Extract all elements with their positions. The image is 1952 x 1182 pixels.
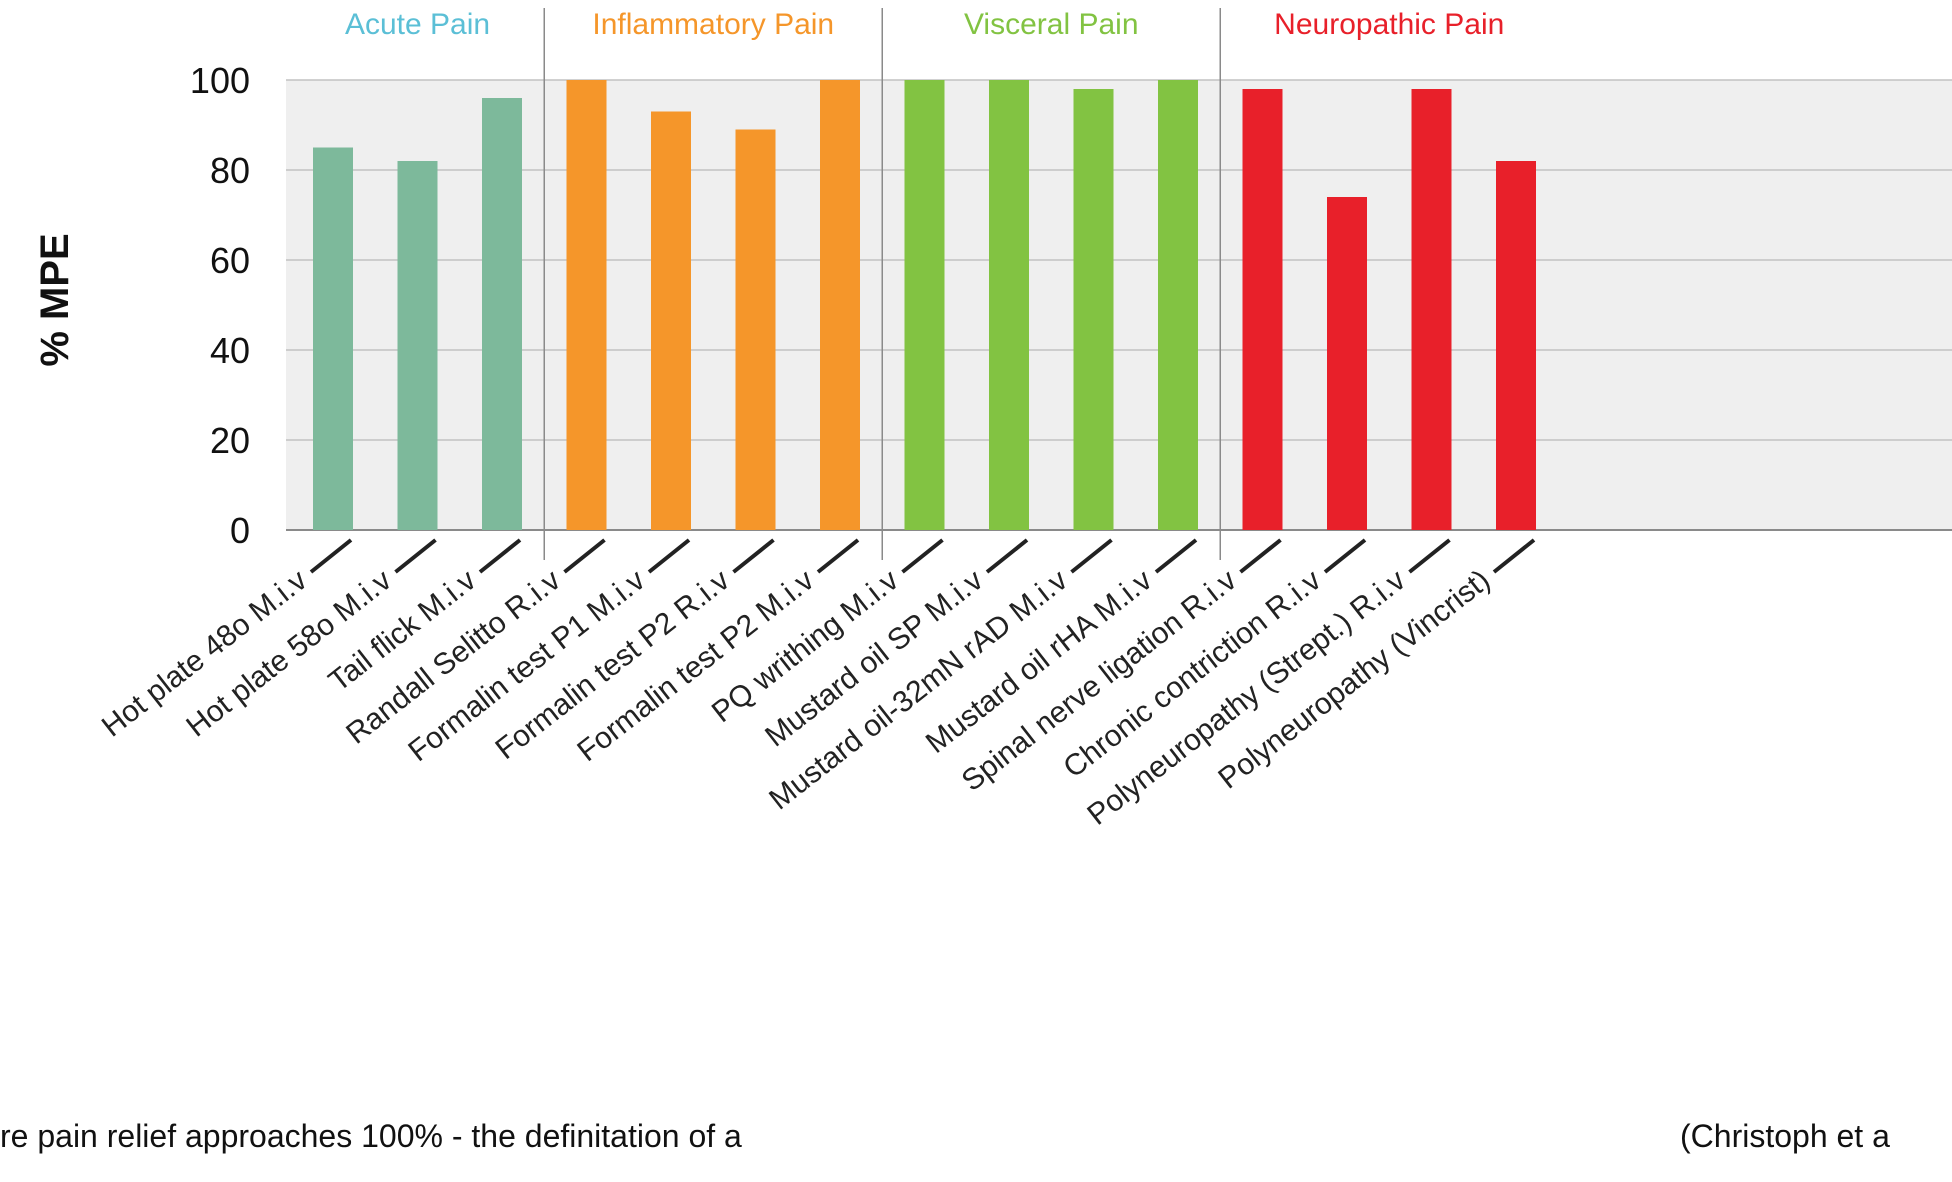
group-label: Acute Pain [345,8,490,41]
y-tick-label: 40 [210,330,250,371]
x-tick-mark [394,538,437,574]
bar [1496,161,1536,530]
plot-background [286,80,1952,530]
bar [1411,89,1452,530]
bar [820,80,860,530]
x-tick-mark [1408,538,1451,574]
x-tick-mark [563,538,606,574]
x-tick-mark [816,538,860,574]
x-axis-ticks [309,538,1536,574]
y-axis-label: % MPE [33,233,77,366]
bar [904,80,945,530]
y-tick-label: 80 [210,150,250,191]
x-tick-mark [1070,538,1113,574]
x-tick-mark [1154,538,1198,574]
x-tick-mark [1323,538,1367,574]
group-dividers [543,8,1221,560]
y-axis-ticks: 0 20 40 60 80 100 [190,60,250,551]
bar [397,161,438,530]
group-label: Neuropathic Pain [1274,8,1504,41]
x-tick-mark [1492,538,1536,574]
x-tick-mark [732,538,775,574]
bar [1242,89,1283,530]
group-labels: Acute Pain Inflammatory Pain Visceral Pain… [345,8,1504,41]
y-tick-label: 60 [210,240,250,281]
group-label: Visceral Pain [964,8,1139,41]
x-tick-mark [1239,538,1282,574]
bar [989,80,1029,530]
bar [1158,80,1198,530]
bar [1073,89,1114,530]
x-tick-mark [901,538,944,574]
caption-left: re pain relief approaches 100% - the def… [0,1118,742,1154]
bar [482,98,522,530]
bar [1327,197,1367,530]
group-label: Inflammatory Pain [592,8,834,41]
bars [313,80,1536,530]
bar [651,111,691,530]
bar [566,80,607,530]
y-tick-label: 100 [190,60,250,101]
x-tick-mark [985,538,1029,574]
grid-lines [286,79,1952,531]
caption-right: (Christoph et a [1680,1118,1890,1154]
x-tick-mark [478,538,522,574]
bar [313,147,353,530]
y-tick-label: 20 [210,420,250,461]
x-tick-mark [309,538,353,574]
y-tick-label: 0 [230,510,250,551]
bar [735,129,776,530]
x-tick-mark [647,538,691,574]
